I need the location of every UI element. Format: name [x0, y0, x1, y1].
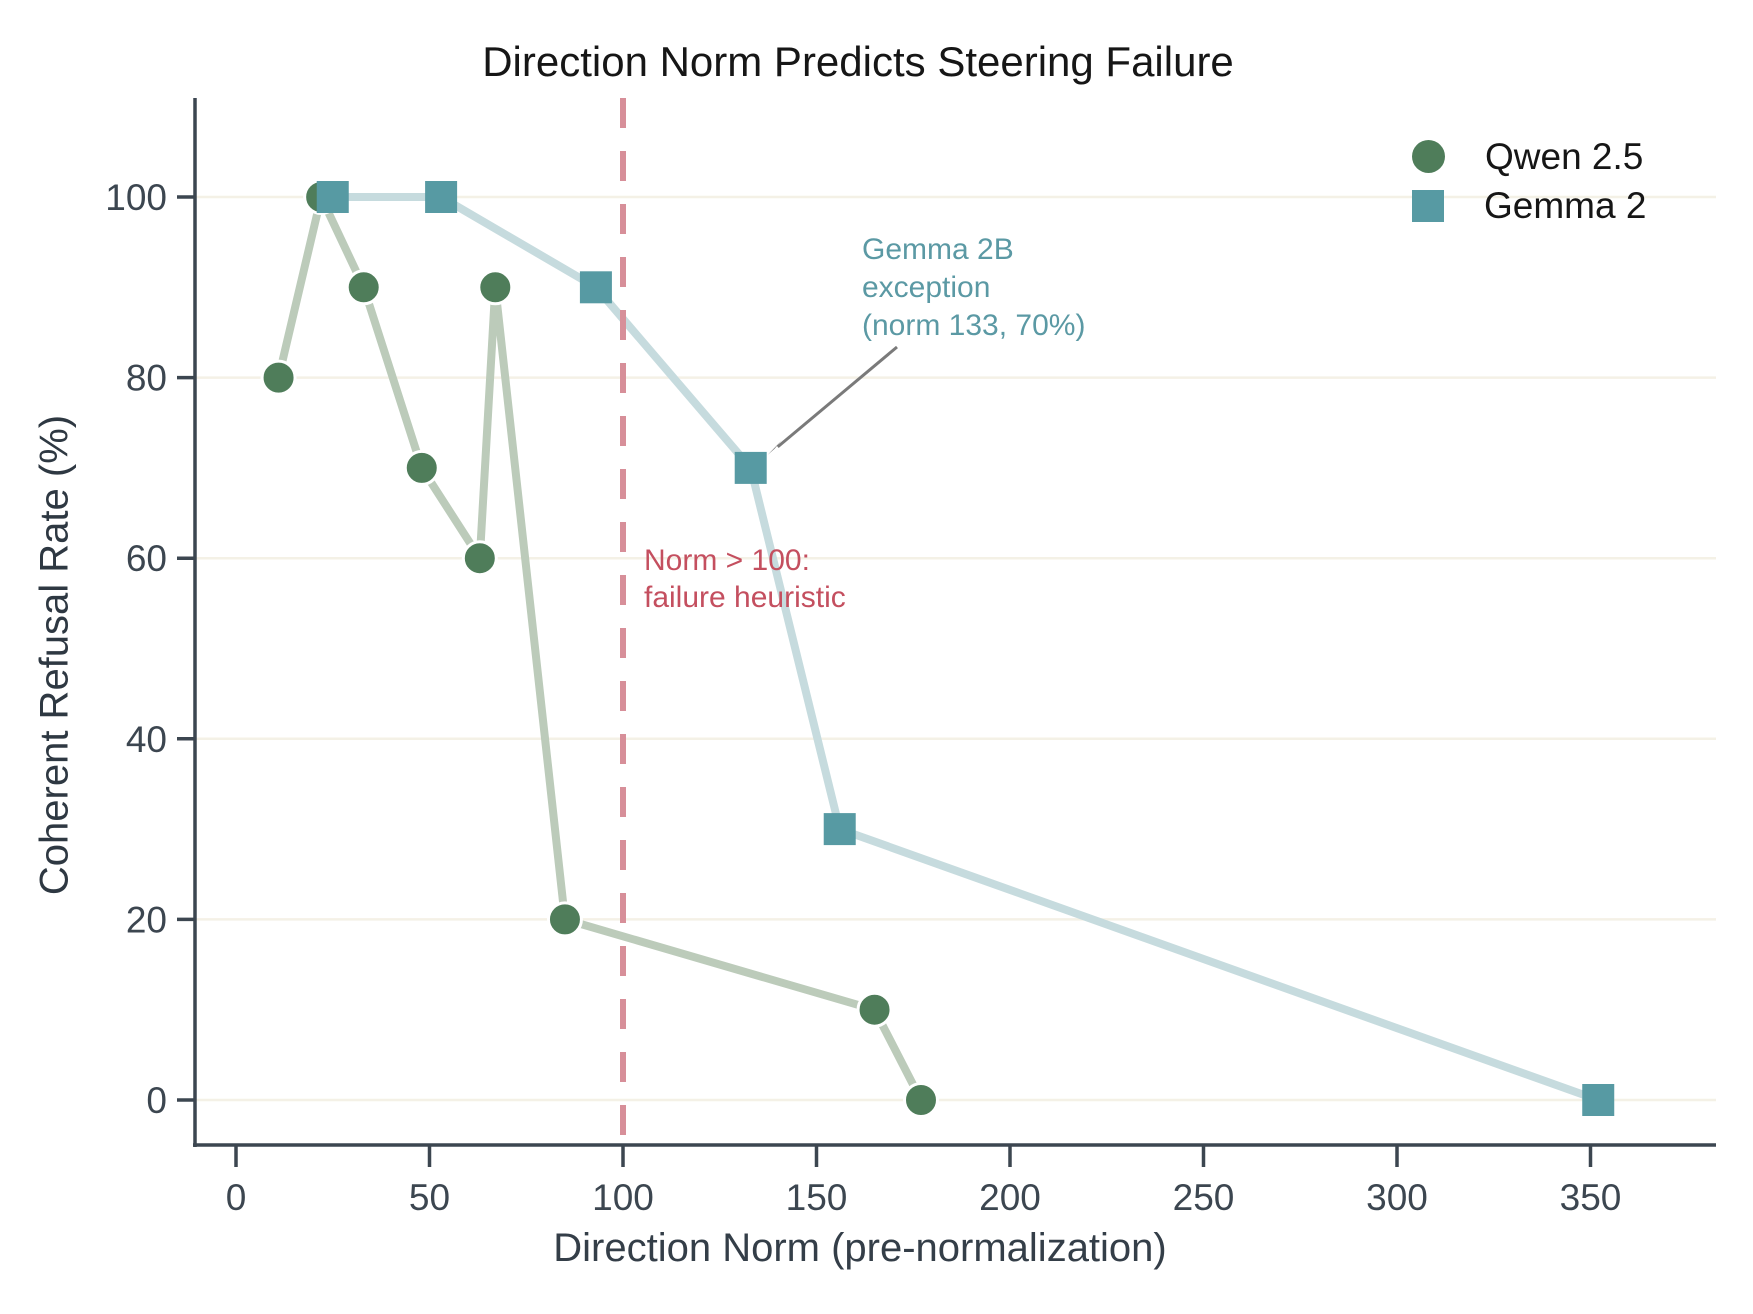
legend-label-qwen: Qwen 2.5: [1485, 135, 1644, 177]
legend-label-gemma: Gemma 2: [1484, 184, 1647, 226]
y-tick-label: 40: [126, 719, 167, 760]
legend: Qwen 2.5 Gemma 2: [1412, 132, 1646, 230]
data-point-gemma: [823, 813, 856, 846]
data-point-gemma: [579, 271, 612, 304]
data-point-qwen: [461, 540, 498, 577]
data-point-gemma: [316, 181, 349, 213]
data-point-gemma: [425, 181, 458, 213]
y-tick-label: 100: [105, 177, 167, 218]
y-tick-label: 60: [126, 538, 167, 579]
annotation-line: failure heuristic: [644, 581, 846, 614]
data-point-qwen: [902, 1082, 939, 1118]
annotation-arrow: [776, 345, 898, 449]
y-tick-label: 20: [126, 899, 167, 940]
x-tick-label: 200: [979, 1177, 1041, 1218]
qwen-circle-marker-icon: [1412, 140, 1445, 173]
gemma-square-marker-icon: [1412, 189, 1444, 222]
x-tick-label: 300: [1366, 1177, 1428, 1218]
annotation-line: Norm > 100:: [644, 544, 810, 577]
y-axis-label: Coherent Refusal Rate (%): [32, 414, 77, 896]
chart-title: Direction Norm Predicts Steering Failure: [482, 38, 1234, 85]
threshold-annotation: Norm > 100: failure heuristic: [644, 542, 846, 616]
x-tick-label: 100: [592, 1177, 654, 1218]
gemma-exception-annotation: Gemma 2B exception (norm 133, 70%): [862, 231, 1085, 345]
data-point-gemma: [1582, 1084, 1615, 1116]
x-axis-label: Direction Norm (pre-normalization): [553, 1226, 1167, 1270]
data-point-qwen: [403, 449, 440, 486]
x-tick-label: 0: [226, 1177, 247, 1218]
annotation-line: exception: [862, 271, 991, 304]
series-line-qwen: [274, 193, 925, 1104]
annotation-line: (norm 133, 70%): [862, 309, 1086, 342]
legend-entry-gemma: Gemma 2: [1412, 181, 1646, 230]
x-tick-label: 350: [1560, 1177, 1622, 1218]
legend-entry-qwen: Qwen 2.5: [1412, 132, 1646, 181]
y-tick-label: 0: [146, 1080, 167, 1121]
data-point-qwen: [260, 359, 297, 396]
data-point-qwen: [477, 269, 514, 306]
x-tick-label: 150: [786, 1177, 848, 1218]
data-point-gemma: [734, 451, 767, 484]
annotation-line: Gemma 2B: [862, 233, 1014, 266]
y-tick-label: 80: [126, 358, 167, 399]
annotation-arrowhead-icon: [767, 440, 782, 455]
x-tick-label: 50: [409, 1177, 450, 1218]
data-point-qwen: [345, 269, 382, 306]
data-point-qwen: [856, 991, 893, 1028]
series-line-gemma: [328, 193, 1603, 1104]
data-point-qwen: [546, 901, 583, 938]
x-tick-label: 250: [1173, 1177, 1235, 1218]
